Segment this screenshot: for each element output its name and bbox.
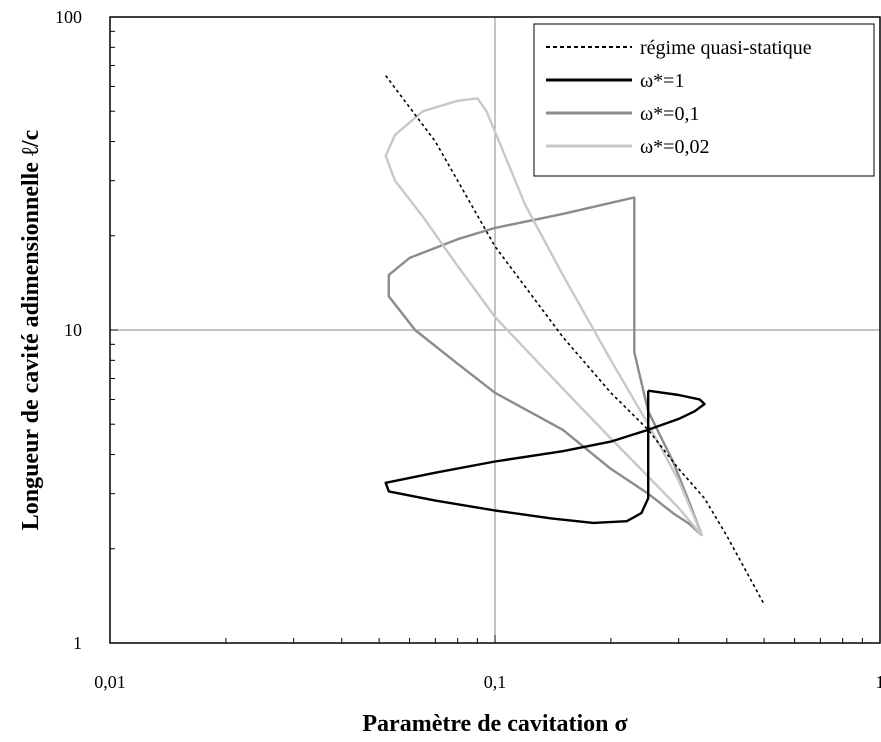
legend-label-1: ω*=1 [640,70,684,92]
y-axis-title: Longueur de cavité adimensionnelle ℓ/c [18,129,44,530]
plot-frame [109,16,881,644]
series-line-3 [384,97,704,537]
x-tick-label: 0,01 [94,672,126,692]
y-tick-label: 10 [64,320,82,340]
legend-label-2: ω*=0,1 [640,103,699,125]
y-tick-label: 1 [73,633,82,653]
legend: régime quasi-statique ω*=1 ω*=0,1 ω*=0,02 [533,23,875,177]
series-line-1 [384,389,706,525]
series-group [384,75,765,605]
y-tick-label: 100 [55,7,82,27]
series-line-2 [387,196,704,537]
x-axis-title: Paramètre de cavitation σ [362,711,627,737]
grid-lines [110,17,880,643]
series-line-0 [385,75,765,605]
x-tick-label: 0,1 [484,672,507,692]
legend-label-0: régime quasi-statique [640,37,812,59]
tick-labels: 0,01 0,1 1 1 10 100 [55,7,881,692]
x-tick-label: 1 [876,672,881,692]
legend-label-3: ω*=0,02 [640,136,709,158]
legend-box [533,23,875,177]
